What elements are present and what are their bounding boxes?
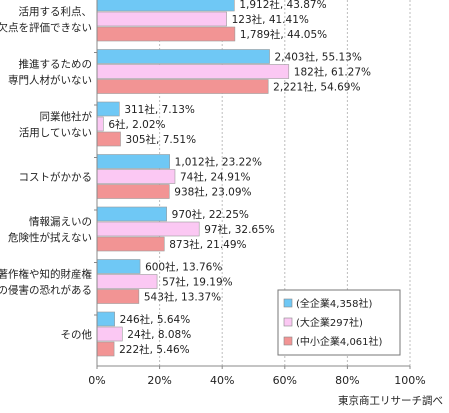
x-tick-label: 100% bbox=[394, 374, 425, 387]
category-label: 活用する利点、 bbox=[19, 6, 93, 18]
data-label: 311社, 7.13% bbox=[124, 103, 195, 116]
category-label: の侵害の恐れがある bbox=[0, 284, 92, 297]
bar bbox=[96, 101, 120, 117]
data-label: 2,221社, 54.69% bbox=[273, 81, 360, 94]
data-label: 305社, 7.51% bbox=[126, 133, 197, 146]
bar bbox=[96, 0, 235, 12]
source-note: 東京商工リサーチ調べ bbox=[338, 394, 443, 407]
data-label: 1,789社, 44.05% bbox=[240, 28, 327, 41]
bar bbox=[96, 206, 167, 222]
data-label: 938社, 23.09% bbox=[174, 186, 251, 199]
data-label: 222社, 5.46% bbox=[119, 343, 190, 356]
x-tick-label: 60% bbox=[273, 374, 297, 387]
bar bbox=[96, 11, 227, 27]
data-label: 24社, 8.08% bbox=[127, 328, 191, 341]
legend-label: (大企業297社) bbox=[296, 316, 363, 329]
legend: (全企業4,358社) (大企業297社) (中小企業4,061社) bbox=[277, 289, 401, 356]
category-label: 活用していない bbox=[19, 127, 92, 139]
legend-swatch bbox=[283, 336, 293, 346]
x-tick-label: 80% bbox=[335, 374, 359, 387]
bar bbox=[96, 221, 200, 237]
bar bbox=[96, 49, 270, 64]
bar bbox=[96, 64, 290, 79]
data-label: 1,012社, 23.22% bbox=[175, 156, 262, 169]
category-label: 危険性が拭えない bbox=[8, 231, 92, 244]
legend-swatch bbox=[283, 298, 293, 308]
data-label: 182社, 61.27% bbox=[294, 66, 371, 79]
category-label: 専門人材がいない bbox=[8, 74, 92, 87]
category-label: 推進するための bbox=[19, 58, 93, 71]
bar bbox=[96, 341, 115, 357]
data-label: 2,403社, 55.13% bbox=[275, 51, 362, 64]
category-label: 情報漏えいの bbox=[29, 215, 92, 228]
category-label: コストがかかる bbox=[19, 171, 93, 184]
data-label: 1,912社, 43.87% bbox=[239, 0, 326, 11]
legend-label: (中小企業4,061社) bbox=[296, 335, 383, 348]
bar bbox=[96, 236, 165, 252]
bar bbox=[96, 184, 170, 199]
category-label: その他 bbox=[61, 328, 93, 341]
bar bbox=[96, 131, 121, 147]
data-label: 970社, 22.25% bbox=[172, 208, 249, 221]
labels: 1,912社, 43.87% 123社, 41.41% 1,789社, 44.05%… bbox=[0, 0, 371, 356]
axes: 0% 20% 40% 60% 80% 100% bbox=[88, 0, 426, 387]
data-label: 57社, 19.19% bbox=[162, 276, 233, 289]
bar bbox=[96, 311, 115, 327]
data-label: 246社, 5.64% bbox=[120, 313, 191, 326]
bar bbox=[96, 259, 141, 274]
legend-box bbox=[277, 289, 401, 356]
data-label: 543社, 13.37% bbox=[144, 291, 221, 304]
category-label: 欠点を評価できない bbox=[0, 21, 92, 34]
category-label: 同業他社が bbox=[40, 110, 93, 123]
data-label: 600社, 13.76% bbox=[145, 261, 222, 274]
bar bbox=[96, 326, 123, 342]
bar bbox=[96, 154, 170, 169]
data-label: 873社, 21.49% bbox=[169, 238, 246, 251]
bar bbox=[96, 169, 176, 184]
category-label: 著作権や知的財産権 bbox=[0, 268, 92, 281]
x-tick-label: 40% bbox=[210, 374, 234, 387]
legend-label: (全企業4,358社) bbox=[296, 297, 373, 310]
legend-swatch bbox=[283, 317, 293, 327]
x-tick-label: 20% bbox=[147, 374, 171, 387]
data-label: 97社, 32.65% bbox=[204, 223, 275, 236]
data-label: 74社, 24.91% bbox=[180, 171, 251, 184]
bar bbox=[96, 79, 269, 94]
bar bbox=[96, 116, 104, 132]
x-tick-label: 0% bbox=[88, 374, 105, 387]
bar bbox=[96, 289, 140, 304]
bar bbox=[96, 26, 236, 42]
data-label: 123社, 41.41% bbox=[232, 13, 309, 26]
bar bbox=[96, 274, 158, 289]
data-label: 6社, 2.02% bbox=[108, 118, 165, 131]
